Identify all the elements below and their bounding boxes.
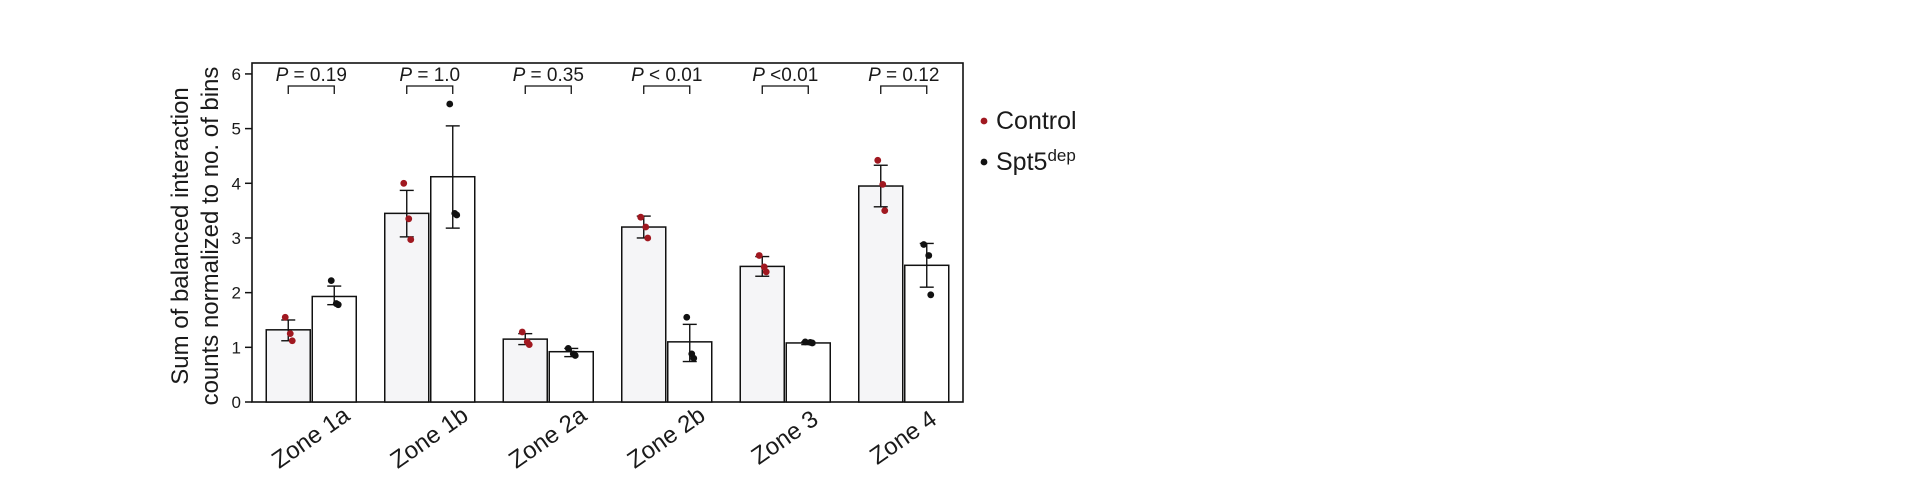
replicate-point-spt5 bbox=[801, 338, 809, 346]
replicate-point-spt5 bbox=[334, 301, 342, 309]
replicate-point-control bbox=[286, 330, 294, 338]
y-tick-label: 0 bbox=[232, 393, 241, 412]
plot-area: 0 1 2 3 4 5 6 P = 0.19 Zone 1a P = 1.0 Zone 1b P = … bbox=[232, 62, 964, 475]
p-value-label: P = 0.35 bbox=[513, 65, 584, 86]
bar-spt5 bbox=[785, 342, 831, 403]
replicate-point-spt5 bbox=[453, 211, 461, 219]
y-tick-label: 5 bbox=[232, 120, 241, 139]
y-tick-label: 1 bbox=[232, 338, 241, 357]
legend-label-spt5: Spt5dep bbox=[996, 146, 1076, 177]
replicate-point-spt5 bbox=[683, 313, 691, 321]
significance-bracket bbox=[406, 85, 454, 94]
bar-spt5 bbox=[548, 350, 594, 403]
bar-control bbox=[502, 338, 548, 403]
significance-bracket bbox=[643, 85, 691, 94]
replicate-point-spt5 bbox=[690, 354, 698, 362]
significance-bracket bbox=[524, 85, 572, 94]
x-tick-label: Zone 4 bbox=[865, 405, 942, 470]
x-tick-label: Zone 2a bbox=[504, 401, 592, 474]
replicate-point-spt5 bbox=[927, 291, 935, 299]
x-tick-label: Zone 2b bbox=[623, 402, 711, 475]
replicate-point-control bbox=[525, 341, 533, 348]
p-value-label: P < 0.01 bbox=[631, 65, 702, 86]
replicate-point-spt5 bbox=[564, 345, 572, 352]
bar-control bbox=[739, 265, 785, 403]
replicate-point-control bbox=[879, 180, 887, 188]
bar-control bbox=[384, 212, 430, 403]
replicate-point-control bbox=[407, 236, 415, 244]
legend-label-control: Control bbox=[996, 107, 1077, 135]
legend: Control Spt5dep bbox=[980, 107, 1077, 177]
bar-control bbox=[858, 185, 904, 403]
y-tick-label: 6 bbox=[232, 65, 241, 84]
replicate-point-control bbox=[762, 268, 770, 276]
replicate-point-control bbox=[400, 179, 408, 187]
replicate-point-control bbox=[518, 328, 526, 336]
y-tick-label: 2 bbox=[232, 284, 241, 303]
replicate-point-spt5 bbox=[327, 277, 335, 285]
x-tick-label: Zone 1a bbox=[267, 401, 355, 474]
replicate-point-control bbox=[281, 313, 289, 321]
significance-bracket bbox=[880, 85, 928, 94]
replicate-point-control bbox=[405, 215, 413, 223]
significance-bracket bbox=[761, 85, 809, 94]
replicate-point-control bbox=[881, 207, 889, 215]
y-axis-label-line-1: Sum of balanced interaction bbox=[167, 87, 194, 385]
p-value-label: P = 0.19 bbox=[276, 65, 347, 86]
bar-control bbox=[265, 329, 311, 403]
y-tick-label: 3 bbox=[232, 229, 241, 248]
replicate-point-control bbox=[637, 213, 645, 221]
replicate-point-spt5 bbox=[925, 252, 933, 259]
significance-bracket bbox=[287, 85, 335, 94]
bar-spt5 bbox=[311, 295, 357, 403]
replicate-point-control bbox=[642, 223, 650, 231]
replicate-point-control bbox=[874, 156, 882, 164]
x-tick-label: Zone 3 bbox=[747, 405, 824, 470]
replicate-point-spt5 bbox=[920, 241, 928, 248]
replicate-point-spt5 bbox=[808, 339, 816, 347]
x-tick-label: Zone 1b bbox=[386, 402, 474, 475]
y-tick-label: 4 bbox=[232, 174, 241, 193]
legend-marker-control bbox=[980, 117, 988, 125]
y-axis-label-line-2: counts normalized to no. of bins bbox=[197, 67, 224, 406]
p-value-label: P = 1.0 bbox=[399, 65, 460, 86]
legend-marker-spt5 bbox=[980, 158, 988, 166]
plot-frame bbox=[251, 62, 964, 403]
p-value-label: P <0.01 bbox=[752, 65, 818, 86]
replicate-point-spt5 bbox=[446, 100, 454, 108]
replicate-point-control bbox=[288, 337, 296, 345]
replicate-point-control bbox=[644, 234, 652, 242]
replicate-point-control bbox=[755, 252, 763, 259]
p-value-label: P = 0.12 bbox=[868, 65, 939, 86]
bar-control bbox=[621, 226, 667, 403]
replicate-point-spt5 bbox=[571, 352, 579, 359]
